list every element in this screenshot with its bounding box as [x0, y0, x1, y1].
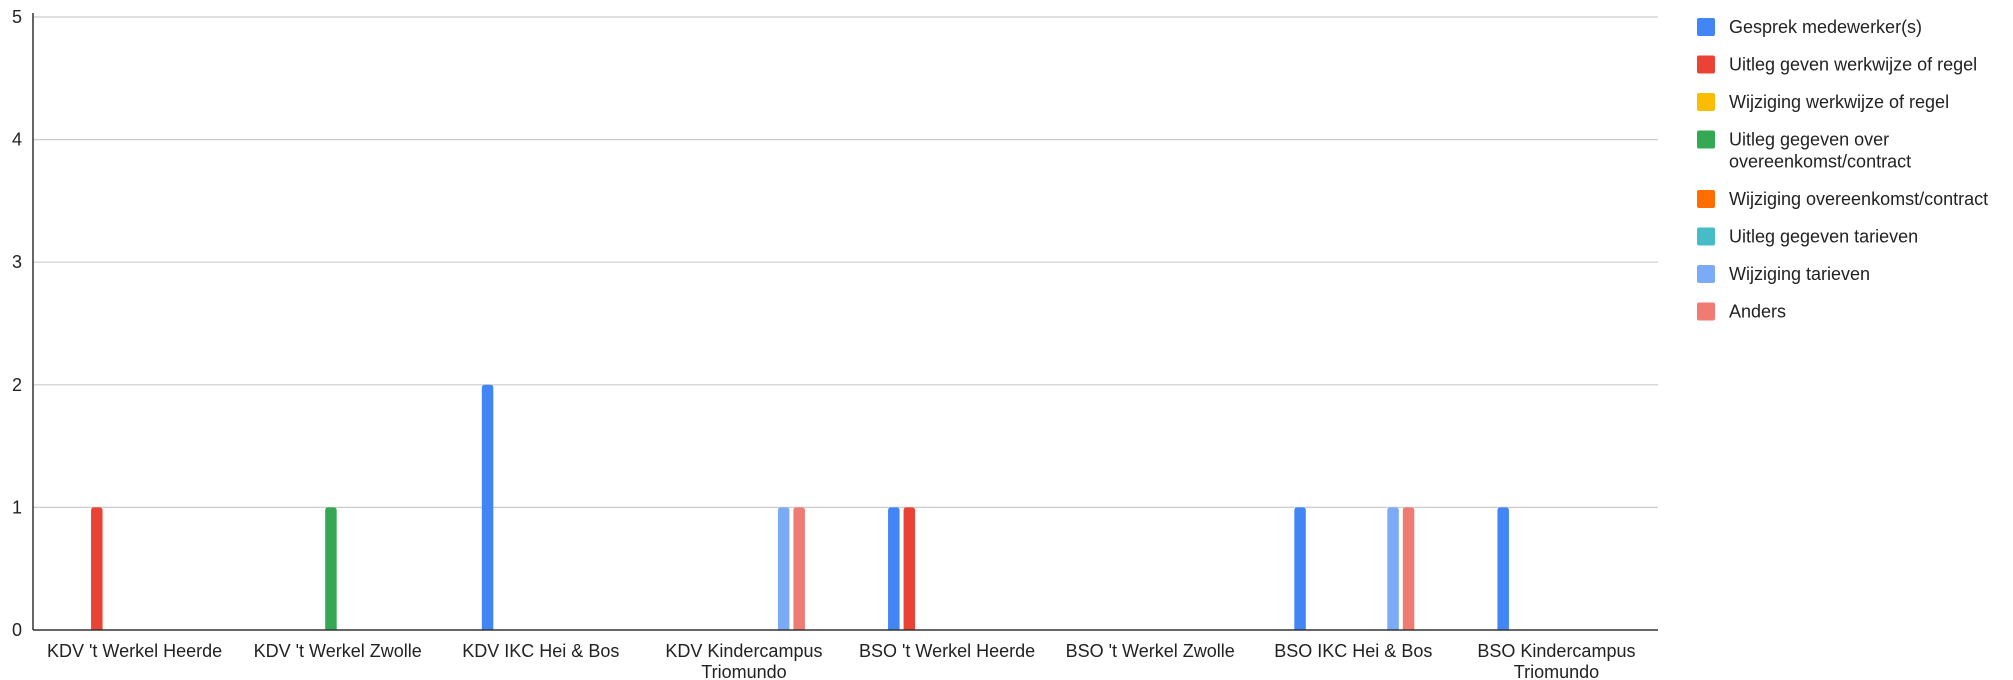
legend-label: Wijziging tarieven: [1729, 264, 1870, 284]
legend-label: Uitleg geven werkwijze of regel: [1729, 55, 1977, 75]
legend-label: Gesprek medewerker(s): [1729, 17, 1922, 37]
grid-lines: [33, 16, 1658, 508]
legend-label: Wijziging overeenkomst/contract: [1729, 189, 1988, 209]
x-tick-label: BSO IKC Hei & Bos: [1274, 641, 1432, 661]
bar: [777, 507, 790, 630]
bar: [888, 507, 900, 630]
x-tick-label: Triomundo: [1514, 662, 1599, 680]
legend-label: overeenkomst/contract: [1729, 152, 1911, 172]
legend-swatch: [1697, 227, 1715, 246]
bar: [1387, 507, 1399, 630]
bar: [325, 507, 337, 630]
legend-swatch: [1697, 190, 1715, 208]
x-tick-label: KDV 't Werkel Zwolle: [254, 641, 422, 661]
x-tick-label: BSO 't Werkel Heerde: [859, 641, 1035, 661]
legend-label: Uitleg gegeven over: [1729, 130, 1889, 150]
legend-swatch: [1697, 93, 1715, 111]
bar: [793, 507, 805, 630]
bars: [91, 384, 1509, 630]
y-tick-label: 3: [12, 252, 22, 272]
x-tick-label: KDV 't Werkel Heerde: [47, 641, 222, 661]
x-tick-label: Triomundo: [701, 662, 786, 680]
bar: [1402, 507, 1415, 630]
legend-label: Uitleg gegeven tarieven: [1729, 227, 1918, 247]
legend-swatch: [1697, 55, 1715, 74]
x-tick-label: KDV Kindercampus: [665, 641, 822, 661]
y-tick-label: 2: [12, 375, 22, 395]
y-tick-label: 4: [12, 130, 22, 150]
y-tick-label: 1: [12, 497, 22, 517]
legend-label: Anders: [1729, 302, 1786, 322]
x-tick-label: BSO Kindercampus: [1477, 641, 1635, 661]
legend-label: Wijziging werkwijze of regel: [1729, 92, 1949, 112]
y-tick-label: 0: [12, 620, 22, 640]
x-axis-ticks: KDV 't Werkel Heerde KDV 't Werkel Zwolle…: [47, 641, 1636, 680]
x-tick-label: BSO 't Werkel Zwolle: [1066, 641, 1235, 661]
bar: [903, 507, 916, 630]
axes: [32, 13, 1658, 631]
y-axis-ticks: 0 1 2 3 4 5: [12, 7, 22, 640]
legend-swatch: [1697, 18, 1715, 36]
bar: [481, 384, 494, 630]
legend-swatch: [1697, 130, 1715, 149]
legend-swatch: [1697, 265, 1715, 283]
y-tick-label: 5: [12, 7, 22, 27]
bar: [91, 507, 103, 630]
legend: Gesprek medewerker(s) Uitleg geven werkwi…: [1697, 17, 1988, 322]
bar: [1294, 507, 1306, 630]
legend-swatch: [1697, 302, 1715, 321]
x-tick-label: KDV IKC Hei & Bos: [462, 641, 619, 661]
bar: [1497, 507, 1509, 630]
